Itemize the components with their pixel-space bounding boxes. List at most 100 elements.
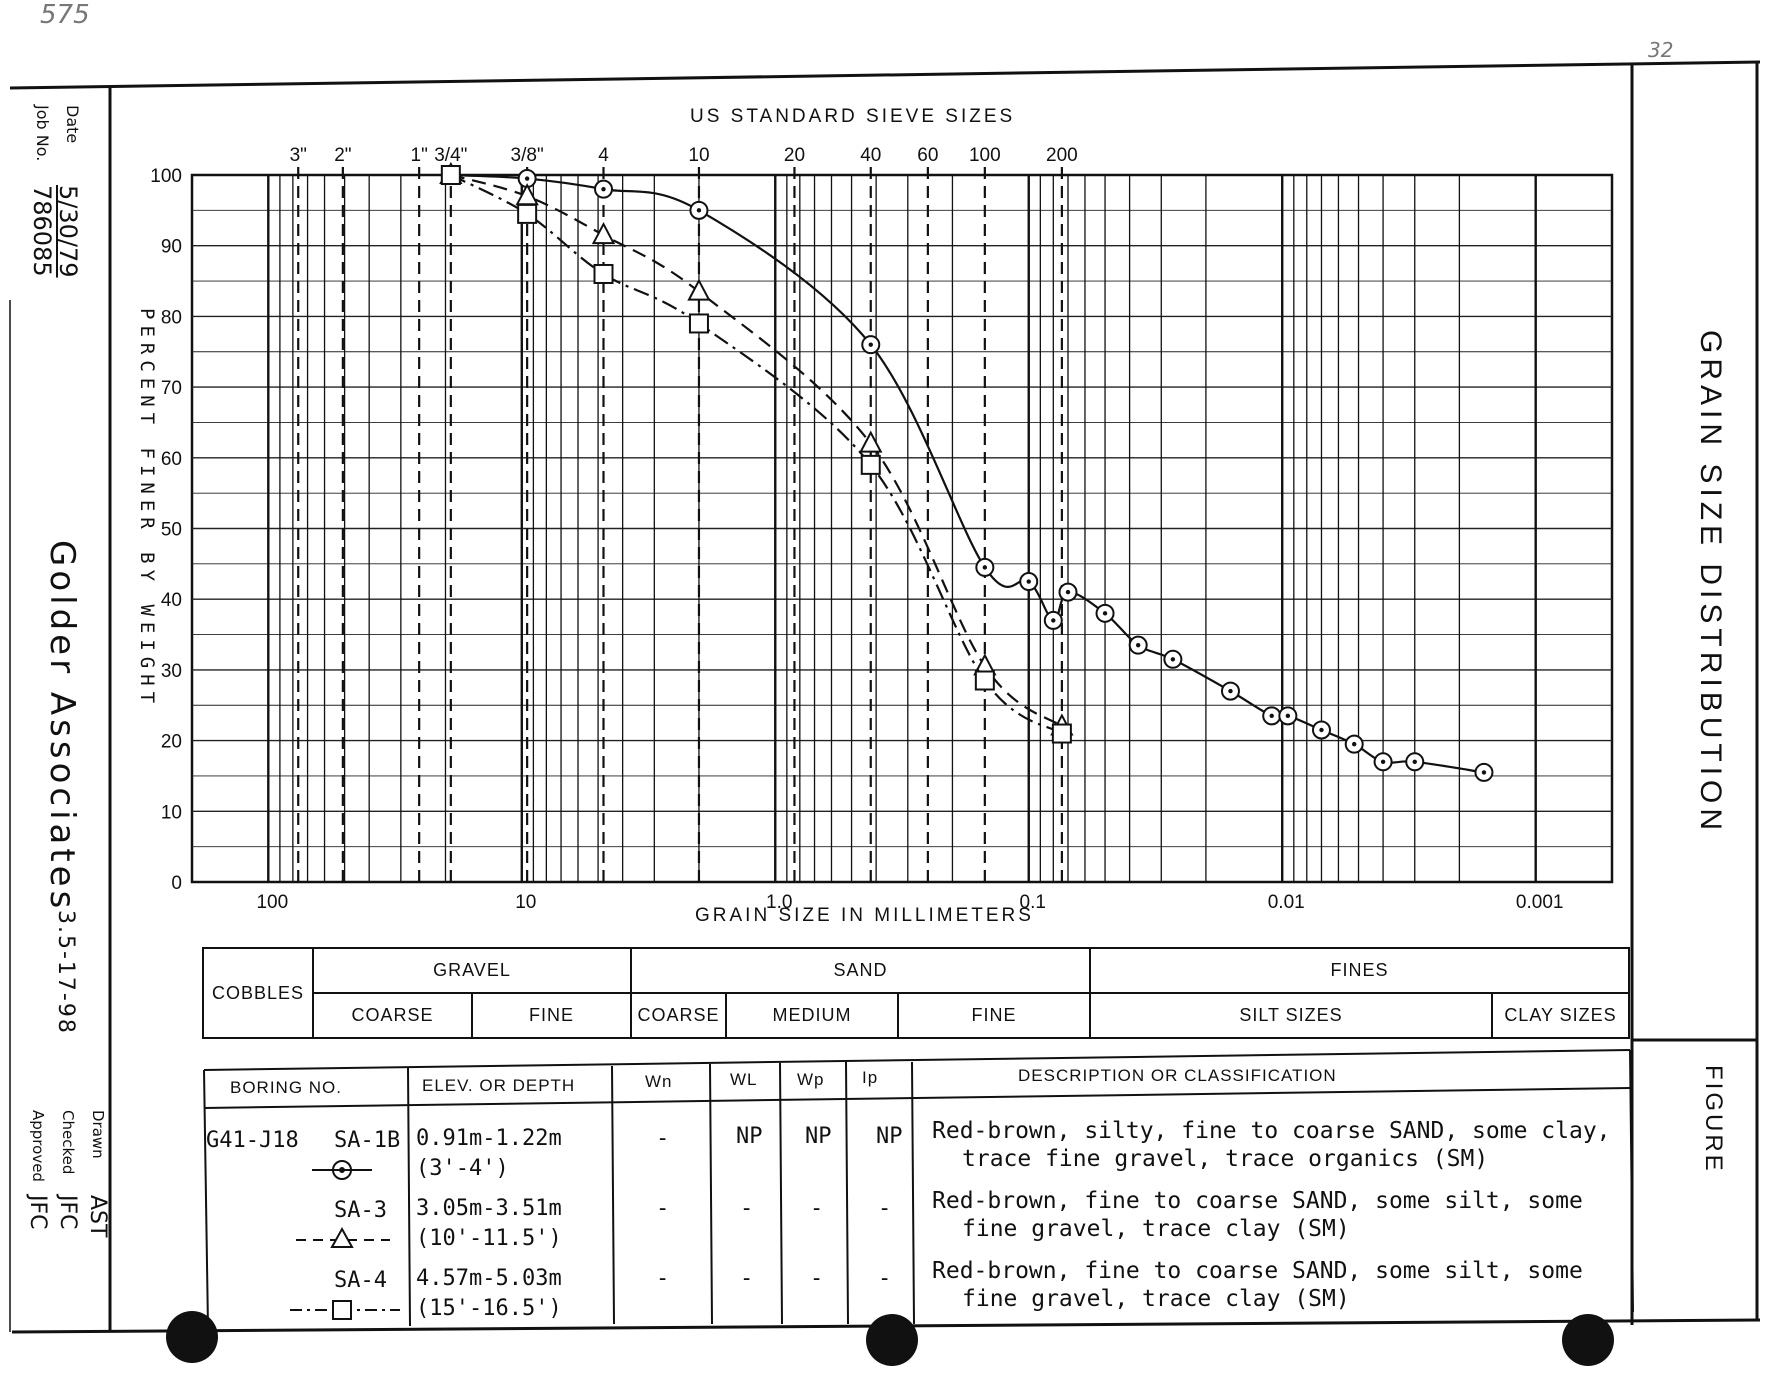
- data-point-sa-4: [517, 203, 538, 224]
- sieve-label: 200: [1046, 145, 1078, 166]
- data-point-sa-1b: [975, 557, 995, 577]
- row1-description-line1: Red-brown, silty, fine to coarse SAND, s…: [932, 1118, 1611, 1144]
- sieve-label: 3": [290, 145, 307, 166]
- class-gravel-coarse: COARSE: [312, 992, 473, 1039]
- data-point-sa-4: [1051, 723, 1072, 744]
- header-wl: WL: [730, 1070, 758, 1089]
- row2-description-line2: fine gravel, trace clay (SM): [962, 1216, 1350, 1242]
- class-fines: FINES: [1089, 947, 1630, 994]
- punch-hole-right: [1562, 1314, 1614, 1366]
- row3-ip: -: [878, 1266, 892, 1291]
- row1-wl: NP: [736, 1124, 763, 1149]
- data-point-sa-1b: [1373, 752, 1393, 772]
- row3-wp: -: [810, 1266, 824, 1291]
- chart-title: US STANDARD SIEVE SIZES: [690, 106, 1016, 127]
- data-point-sa-1b: [594, 179, 614, 199]
- data-point-sa-4: [860, 454, 881, 475]
- sieve-label: 60: [917, 145, 938, 166]
- row1-ip: NP: [876, 1124, 903, 1149]
- row3-sample: SA-4: [334, 1268, 387, 1293]
- header-ip: Ip: [862, 1068, 879, 1087]
- x-tick-label: 0.01: [1268, 892, 1305, 913]
- row2-depth-m: 3.05m-3.51m: [416, 1196, 562, 1221]
- y-tick-label: 80: [161, 307, 182, 328]
- class-gravel-fine: FINE: [471, 992, 632, 1039]
- sieve-label: 2": [334, 145, 351, 166]
- row1-sample: SA-1B: [334, 1128, 401, 1153]
- data-point-sa-1b: [689, 200, 709, 220]
- data-point-sa-3: [687, 278, 711, 301]
- chart-grid: [190, 173, 1614, 884]
- chart-series: [439, 161, 1494, 782]
- row1-boring: G41-J18: [206, 1128, 299, 1153]
- x-tick-label: 100: [256, 892, 288, 913]
- data-point-sa-1b: [1095, 603, 1115, 623]
- y-tick-label: 50: [161, 520, 182, 541]
- row2-wp: -: [810, 1196, 824, 1221]
- sieve-label: 1": [411, 145, 428, 166]
- sheet-frame: [9, 60, 1761, 1334]
- data-point-sa-1b: [1128, 635, 1148, 655]
- class-sand-fine: FINE: [897, 992, 1091, 1039]
- row1-wp: NP: [805, 1124, 832, 1149]
- data-point-sa-4: [440, 165, 461, 185]
- y-tick-label: 30: [161, 661, 182, 682]
- legend-symbol-sa-3: [296, 1226, 390, 1248]
- data-point-sa-1b: [1019, 572, 1039, 592]
- row3-depth-m: 4.57m-5.03m: [416, 1266, 562, 1291]
- sieve-label: 10: [688, 145, 709, 166]
- sieve-label: 100: [969, 145, 1001, 166]
- x-tick-label: 10: [515, 892, 536, 913]
- y-tick-label: 100: [150, 166, 182, 187]
- row2-wn: -: [656, 1196, 670, 1221]
- punch-hole-center: [866, 1314, 918, 1366]
- header-elev-depth: ELEV. OR DEPTH: [422, 1076, 576, 1095]
- sieve-label: 3/8": [511, 145, 544, 166]
- row2-depth-ft: (10'-11.5'): [416, 1226, 562, 1251]
- data-point-sa-1b: [861, 335, 881, 355]
- punch-hole-left: [166, 1311, 218, 1363]
- corner-mark-top-left: 575: [40, 0, 90, 30]
- data-point-sa-4: [593, 263, 614, 284]
- sieve-label: 4: [598, 145, 609, 166]
- x-tick-label: 0.1: [1020, 892, 1046, 913]
- header-wn: Wn: [645, 1072, 673, 1091]
- data-point-sa-3: [859, 430, 883, 453]
- x-tick-label: 0.001: [1516, 892, 1564, 913]
- row3-description-line2: fine gravel, trace clay (SM): [962, 1286, 1350, 1312]
- class-cobbles: COBBLES: [202, 947, 314, 1039]
- y-tick-label: 90: [161, 237, 182, 258]
- header-boring-no: BORING NO.: [230, 1078, 343, 1097]
- row1-description-line2: trace fine gravel, trace organics (SM): [962, 1146, 1489, 1172]
- row1-depth-ft: (3'-4'): [416, 1156, 509, 1181]
- class-gravel: GRAVEL: [312, 947, 632, 994]
- soil-classification-table: COBBLES GRAVEL SAND FINES COARSE FINE CO…: [202, 947, 1630, 1039]
- y-tick-label: 20: [161, 732, 182, 753]
- sieve-label: 20: [784, 145, 805, 166]
- data-point-sa-1b: [1163, 649, 1183, 669]
- row1-depth-m: 0.91m-1.22m: [416, 1126, 562, 1151]
- row2-description-line1: Red-brown, fine to coarse SAND, some sil…: [932, 1188, 1583, 1214]
- row3-description-line1: Red-brown, fine to coarse SAND, some sil…: [932, 1258, 1583, 1284]
- data-point-sa-1b: [1058, 582, 1078, 602]
- x-tick-label: 1.0: [766, 892, 792, 913]
- data-point-sa-1b: [1405, 752, 1425, 772]
- data-point-sa-4: [974, 670, 995, 691]
- legend-symbol-sa-1b: [312, 1160, 372, 1180]
- y-tick-label: 10: [161, 802, 182, 823]
- class-sand-medium: MEDIUM: [725, 992, 899, 1039]
- row3-wl: -: [740, 1266, 754, 1291]
- y-tick-label: 0: [171, 873, 182, 894]
- data-point-sa-1b: [1344, 734, 1364, 754]
- data-point-sa-1b: [1278, 706, 1298, 726]
- class-sand: SAND: [630, 947, 1091, 994]
- class-silt: SILT SIZES: [1089, 992, 1493, 1039]
- data-point-sa-1b: [1043, 610, 1063, 630]
- sieve-label: 40: [860, 145, 881, 166]
- header-description: DESCRIPTION OR CLASSIFICATION: [1018, 1066, 1337, 1085]
- header-wp: Wp: [797, 1070, 825, 1089]
- corner-mark-top-right: 32: [1648, 38, 1674, 62]
